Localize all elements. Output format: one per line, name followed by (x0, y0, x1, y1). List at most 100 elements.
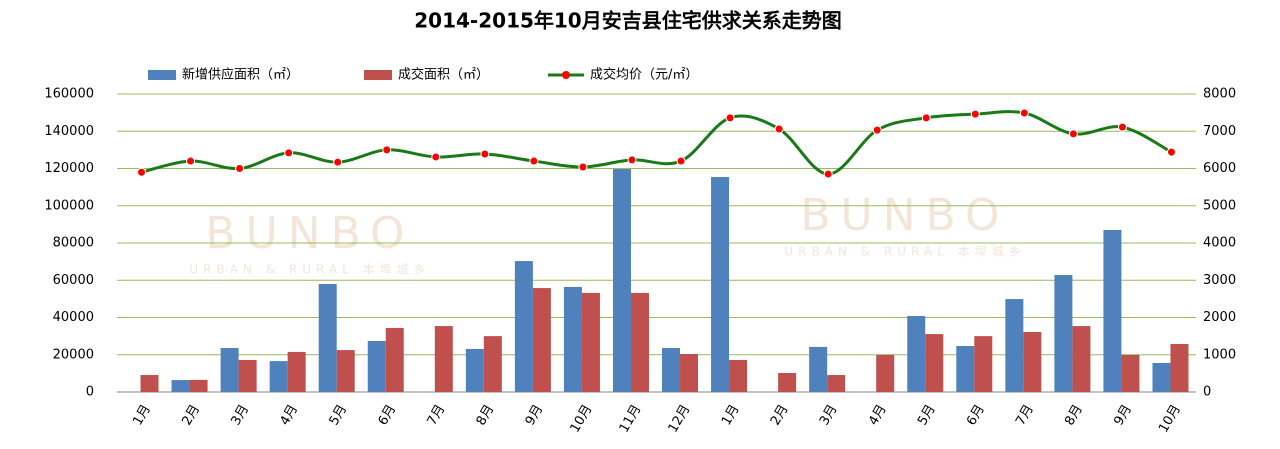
bar (729, 359, 748, 392)
bar (220, 348, 239, 392)
bar (1005, 299, 1024, 392)
x-tick-label: 10月 (568, 402, 596, 435)
x-tick-label: 8月 (1062, 402, 1086, 428)
bar (612, 169, 631, 392)
y-tick-label: 0 (86, 385, 94, 400)
y2-tick-label: 6000 (1203, 161, 1236, 176)
bar (563, 286, 582, 392)
bar (956, 345, 975, 392)
y2-tick-label: 0 (1203, 385, 1211, 400)
x-tick-label: 2月 (768, 402, 792, 428)
line-marker (823, 169, 833, 179)
bar (1103, 229, 1122, 392)
bar (827, 375, 846, 392)
x-tick-label: 8月 (474, 402, 498, 428)
bar (809, 346, 828, 392)
bar (974, 336, 993, 392)
bar (465, 348, 484, 392)
bar (189, 379, 208, 392)
y-tick-label: 140000 (44, 124, 94, 139)
line-marker (1117, 122, 1127, 132)
bar (630, 292, 649, 392)
line-marker (676, 156, 686, 166)
line-marker (872, 125, 882, 135)
y-tick-label: 80000 (53, 236, 94, 251)
x-tick-label: 6月 (376, 402, 400, 428)
x-tick-label: 7月 (1013, 402, 1037, 428)
bar (1054, 275, 1073, 392)
x-tick-label: 1月 (130, 402, 154, 428)
y-tick-label: 160000 (44, 87, 94, 102)
line-marker (186, 156, 196, 166)
y2-tick-label: 2000 (1203, 310, 1236, 325)
x-tick-label: 6月 (964, 402, 988, 428)
bar (140, 375, 159, 392)
y-tick-label: 100000 (44, 198, 94, 213)
legend-label: 成交均价（元/㎡） (590, 67, 698, 83)
bar (581, 292, 600, 392)
bar (171, 380, 190, 392)
bar (662, 348, 681, 392)
y-tick-label: 20000 (53, 347, 94, 362)
line-marker (1068, 129, 1078, 139)
bar (1152, 362, 1171, 392)
line-marker (627, 155, 637, 165)
line-marker (284, 148, 294, 158)
line (141, 110, 1173, 176)
x-tick-label: 5月 (327, 402, 351, 428)
bar (385, 327, 404, 392)
bar (711, 177, 730, 392)
bar (336, 350, 355, 392)
line-marker (235, 164, 245, 173)
bar (778, 373, 797, 392)
line-marker (382, 145, 392, 155)
y2-tick-label: 7000 (1203, 124, 1236, 139)
watermark: BUNBO (205, 208, 414, 259)
bar (287, 351, 306, 392)
bar (876, 354, 895, 392)
bar (1121, 354, 1140, 392)
watermark: BUNBO (800, 190, 1009, 241)
x-tick-label: 12月 (666, 402, 694, 435)
line-marker (431, 152, 441, 162)
line-marker (578, 162, 588, 172)
x-tick-label: 3月 (817, 402, 841, 428)
bar (680, 354, 699, 392)
bar (238, 359, 257, 392)
bar (434, 326, 453, 392)
legend-swatch (148, 70, 176, 80)
y2-tick-label: 4000 (1203, 236, 1236, 251)
x-tick-label: 10月 (1156, 402, 1184, 435)
x-tick-label: 4月 (866, 402, 890, 428)
x-tick-label: 9月 (1111, 402, 1135, 428)
bar (532, 288, 551, 392)
bar (318, 283, 337, 392)
bar (514, 261, 533, 392)
line-marker (725, 113, 735, 123)
line-marker (529, 156, 539, 166)
y-tick-label: 40000 (53, 310, 94, 325)
line-marker (137, 167, 147, 177)
chart-title: 2014-2015年10月安吉县住宅供求关系走势图 (414, 9, 841, 33)
x-tick-label: 1月 (719, 402, 743, 428)
line-marker (921, 113, 931, 123)
legend-swatch (562, 71, 570, 79)
bar (269, 361, 288, 392)
bar (367, 340, 386, 392)
legend-label: 成交面积（㎡） (398, 67, 489, 83)
x-tick-label: 11月 (617, 402, 645, 435)
y2-tick-label: 3000 (1203, 273, 1236, 288)
line-marker (480, 149, 490, 159)
y2-tick-label: 5000 (1203, 198, 1236, 213)
x-tick-label: 2月 (179, 402, 203, 428)
x-tick-label: 7月 (425, 402, 449, 428)
y2-tick-label: 8000 (1203, 87, 1236, 102)
x-tick-label: 3月 (228, 402, 252, 428)
bar (1023, 332, 1042, 392)
line-marker (970, 109, 980, 119)
bar (1170, 343, 1189, 392)
x-tick-label: 9月 (523, 402, 547, 428)
x-tick-label: 4月 (278, 402, 302, 428)
watermark: URBAN & RURAL 本埠城乡 (189, 263, 430, 277)
bar (483, 336, 502, 392)
